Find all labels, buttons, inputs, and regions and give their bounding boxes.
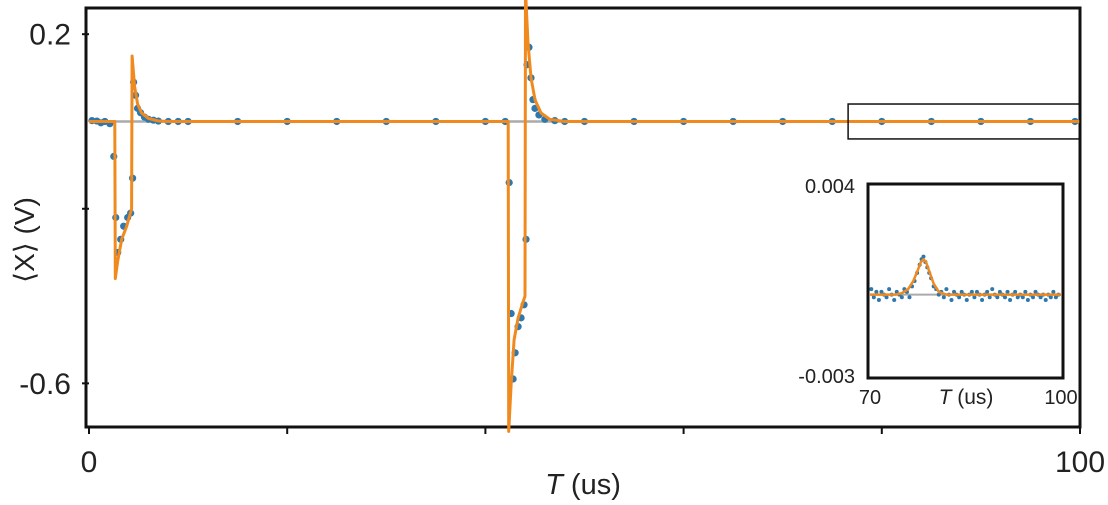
data-point <box>899 295 904 300</box>
data-point <box>871 295 876 300</box>
x-axis-label-unit: (us) <box>563 469 621 501</box>
data-point <box>1038 295 1043 300</box>
data-point <box>879 289 884 294</box>
data-point <box>980 298 985 302</box>
inset-plot-frame <box>866 182 1065 380</box>
data-point <box>969 289 974 294</box>
data-point <box>974 289 979 294</box>
data-point <box>957 295 962 300</box>
fit-line <box>870 258 1061 296</box>
data-point <box>995 295 1000 300</box>
data-point <box>1030 295 1035 300</box>
fit-line <box>89 0 1080 433</box>
inset-x-axis-label-unit: (us) <box>951 386 993 409</box>
data-point <box>884 295 889 300</box>
y-tick-label: 0.004 <box>805 176 855 198</box>
data-point <box>949 298 954 302</box>
data-point <box>874 289 879 294</box>
inset-axis-ticks: 70 100 0.004 -0.003 <box>798 176 1077 409</box>
data-point <box>959 289 964 294</box>
data-point <box>997 289 1002 294</box>
y-tick-label: -0.6 <box>19 368 71 401</box>
data-point <box>1015 295 1020 300</box>
data-point <box>869 287 874 292</box>
main-chart: 0 100 0.2 -0.6 ⟨X⟩ (V) T (us) <box>9 0 1105 501</box>
data-point <box>1002 295 1007 300</box>
main-plot-frame <box>84 6 1082 429</box>
data-point <box>907 295 912 300</box>
data-point <box>1005 289 1010 294</box>
data-point <box>987 295 992 300</box>
main-plot-content <box>88 0 1080 433</box>
data-point <box>1053 295 1058 300</box>
data-point <box>1051 289 1056 294</box>
x-tick-label: 100 <box>1055 446 1105 479</box>
data-point <box>941 295 946 300</box>
inset-x-axis-label-symbol: T <box>939 386 954 409</box>
inset-x-axis-label: T (us) <box>939 386 994 409</box>
data-point <box>876 298 881 302</box>
inset-plot-content <box>869 254 1061 302</box>
data-point <box>972 295 977 300</box>
x-axis-label-symbol: T <box>545 469 565 501</box>
data-point <box>964 298 969 302</box>
y-axis-label: ⟨X⟩ (V) <box>9 197 40 283</box>
data-point <box>990 287 995 292</box>
main-axis-ticks: 0 100 0.2 -0.6 <box>19 19 1105 479</box>
x-tick-label: 70 <box>859 387 881 409</box>
data-point <box>892 298 897 302</box>
inset-highlight-box <box>847 103 1081 140</box>
data-point <box>1043 298 1048 302</box>
data-point <box>985 289 990 294</box>
data-point <box>1025 298 1030 302</box>
data-point <box>1008 298 1013 302</box>
data-point <box>1023 289 1028 294</box>
x-tick-label: 100 <box>1044 387 1077 409</box>
data-point <box>952 289 957 294</box>
data-point <box>1013 289 1018 294</box>
inset-plot-background <box>868 184 1063 378</box>
inset-chart: 70 100 0.004 -0.003 T (us) <box>798 176 1077 409</box>
data-point <box>1048 295 1053 300</box>
y-tick-label: 0.2 <box>29 19 71 52</box>
x-tick-label: 0 <box>81 446 98 479</box>
data-point <box>944 287 949 292</box>
x-axis-label: T (us) <box>545 469 621 501</box>
data-point <box>1020 295 1025 300</box>
data-point <box>1033 289 1038 294</box>
data-point <box>921 254 926 259</box>
y-tick-label: -0.003 <box>798 366 855 388</box>
data-point <box>936 292 941 297</box>
data-point <box>887 287 892 292</box>
